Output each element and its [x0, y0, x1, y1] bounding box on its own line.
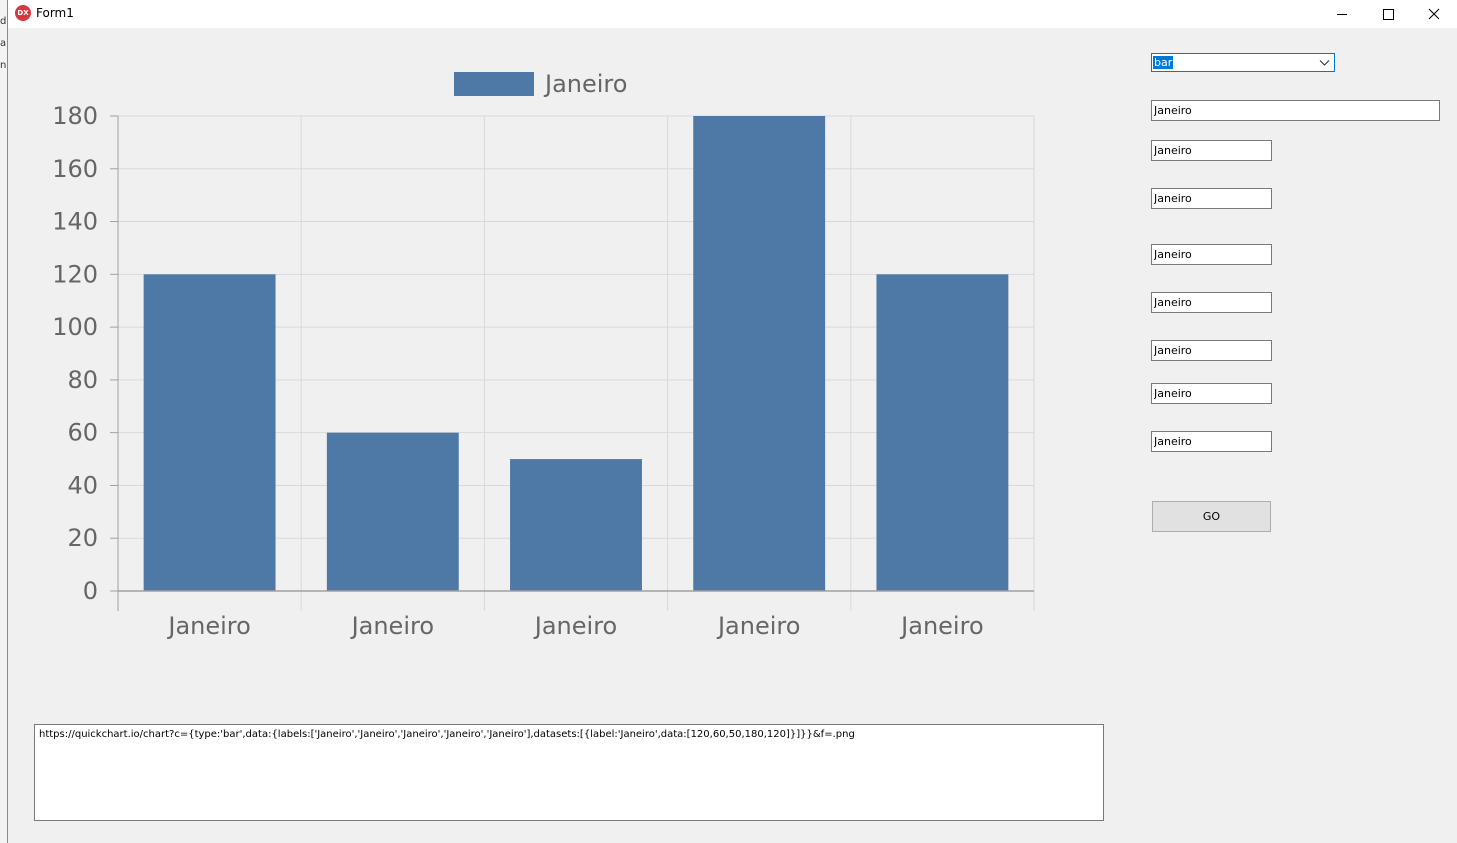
y-tick-label: 180 — [52, 102, 98, 130]
x-tick-label: Janeiro — [533, 612, 617, 640]
x-tick-label: Janeiro — [350, 612, 434, 640]
window-title: Form1 — [36, 6, 74, 20]
y-tick-label: 140 — [52, 208, 98, 236]
y-tick-label: 20 — [67, 524, 98, 552]
form-window: DX Form1 0 20 40 60 80 100 120 140 160 180 Janeiro… — [7, 0, 1457, 843]
close-icon — [1428, 8, 1440, 20]
text-field-5[interactable] — [1151, 292, 1272, 313]
chart-type-value: bar — [1153, 56, 1174, 69]
close-button[interactable] — [1411, 0, 1457, 28]
y-tick-label: 160 — [52, 155, 98, 183]
x-tick-label: Janeiro — [899, 612, 983, 640]
background-text-fragment: di — [0, 16, 10, 27]
text-field-1[interactable] — [1151, 100, 1440, 121]
x-tick-label: Janeiro — [716, 612, 800, 640]
bar — [693, 116, 826, 591]
maximize-icon — [1382, 8, 1394, 20]
legend-label: Janeiro — [543, 70, 627, 98]
text-field-7[interactable] — [1151, 383, 1272, 404]
y-tick-label: 100 — [52, 313, 98, 341]
bar — [143, 274, 276, 591]
y-tick-label: 40 — [67, 471, 98, 499]
legend-swatch — [454, 72, 534, 96]
background-window-strip: di a n — [0, 0, 10, 843]
y-tick-label: 60 — [67, 419, 98, 447]
bar — [510, 459, 642, 591]
chart-type-select[interactable]: bar — [1151, 53, 1335, 72]
y-tick-label: 120 — [52, 260, 98, 288]
text-field-8[interactable] — [1151, 431, 1272, 452]
app-icon: DX — [15, 5, 31, 21]
bar — [326, 432, 459, 591]
go-button[interactable]: GO — [1152, 501, 1271, 532]
text-field-2[interactable] — [1151, 140, 1272, 161]
y-tick-label: 0 — [83, 577, 98, 605]
title-bar[interactable]: DX Form1 — [8, 0, 1457, 28]
chevron-down-icon — [1319, 60, 1330, 66]
background-text-fragment: n — [0, 60, 7, 71]
text-field-4[interactable] — [1151, 244, 1272, 265]
y-tick-label: 80 — [67, 366, 98, 394]
bar — [876, 274, 1009, 591]
maximize-button[interactable] — [1365, 0, 1411, 28]
minimize-button[interactable] — [1319, 0, 1365, 28]
background-text-fragment: a — [0, 38, 7, 49]
x-tick-label: Janeiro — [166, 612, 250, 640]
text-field-6[interactable] — [1151, 340, 1272, 361]
url-output-memo[interactable]: https://quickchart.io/chart?c={type:'bar… — [34, 724, 1104, 821]
minimize-icon — [1337, 13, 1347, 15]
text-field-3[interactable] — [1151, 188, 1272, 209]
bar-chart: 0 20 40 60 80 100 120 140 160 180 Janeiro Janeiro Ja… — [52, 70, 1035, 640]
